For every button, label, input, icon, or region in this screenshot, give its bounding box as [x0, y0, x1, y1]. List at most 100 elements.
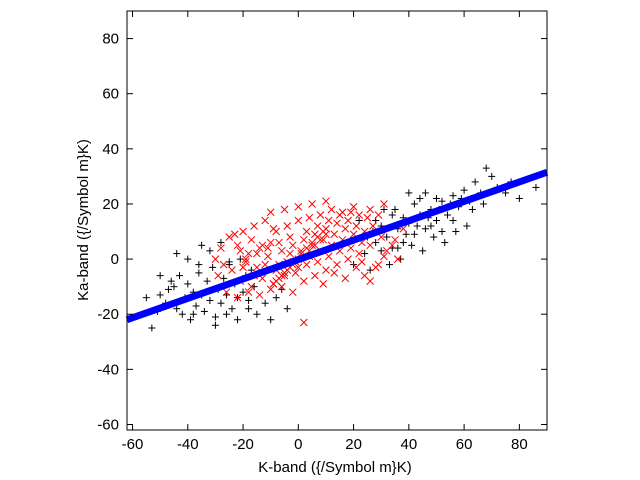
plus-point — [460, 186, 468, 194]
plus-point — [239, 288, 247, 296]
plus-point — [206, 296, 214, 304]
x-point — [308, 241, 316, 250]
plus-point — [410, 200, 418, 208]
x-point — [286, 249, 294, 258]
x-point — [308, 200, 316, 208]
x-point — [264, 252, 272, 261]
plus-point — [283, 305, 291, 313]
plus-point — [405, 189, 413, 197]
y-tick-label: -60 — [97, 416, 119, 433]
x-point — [277, 246, 286, 255]
x-point — [230, 230, 239, 239]
x-point — [349, 202, 358, 211]
plus-point — [178, 310, 186, 318]
x-point — [330, 269, 339, 277]
y-tick-label: 40 — [102, 141, 119, 158]
x-point — [366, 205, 375, 214]
plus-point — [184, 280, 192, 288]
x-point — [358, 257, 366, 266]
x-point — [305, 213, 314, 222]
y-tick-label: -20 — [97, 306, 119, 323]
x-point — [369, 222, 377, 230]
y-tick-label: 80 — [102, 31, 119, 48]
x-point — [250, 222, 258, 230]
plus-point — [386, 261, 393, 269]
plus-point — [416, 194, 424, 202]
plus-point — [203, 277, 211, 285]
plus-point — [173, 305, 181, 313]
x-point — [217, 244, 225, 252]
x-point — [333, 219, 341, 228]
x-point — [344, 216, 352, 225]
plus-point — [449, 217, 457, 224]
x-point — [288, 241, 297, 250]
x-point — [247, 235, 256, 244]
axis-ticks: -60 -40 -20 0 20 40 60 80 -60 -40 -20 0 20 40 60 80 — [97, 11, 547, 453]
fit-line — [125, 168, 549, 324]
x-point — [255, 291, 264, 299]
x-point — [269, 224, 278, 233]
plus-point — [156, 272, 164, 280]
plus-point — [432, 194, 440, 202]
y-axis-label: Ka-band ({/Symbol m}K) — [75, 139, 92, 301]
plus-point — [361, 250, 369, 258]
y-tick-label: 0 — [111, 251, 119, 268]
x-point — [239, 227, 247, 236]
x-point — [324, 252, 333, 261]
plus-point — [444, 211, 452, 219]
x-point — [286, 233, 294, 241]
x-point — [269, 280, 278, 288]
x-point — [313, 257, 322, 266]
x-point — [264, 244, 272, 252]
x-point — [311, 271, 319, 280]
plus-point — [430, 233, 438, 241]
plus-point — [388, 211, 396, 219]
x-point — [333, 260, 341, 269]
plus-point — [261, 299, 269, 307]
plus-point — [421, 189, 429, 197]
x-tick-label: 40 — [400, 436, 417, 453]
x-point — [335, 211, 344, 219]
x-point — [233, 293, 242, 302]
plus-point — [399, 239, 407, 247]
plus-point — [192, 302, 200, 310]
x-point — [366, 277, 375, 285]
plus-point — [173, 250, 181, 258]
plus-point — [502, 189, 510, 197]
x-point — [322, 197, 330, 206]
x-point — [374, 260, 383, 269]
plus-point — [408, 241, 416, 249]
x-point — [322, 266, 330, 274]
x-point — [355, 211, 363, 219]
plus-point — [142, 294, 150, 302]
x-point — [244, 288, 253, 297]
y-tick-label: 60 — [102, 86, 119, 103]
x-point — [324, 216, 333, 225]
plus-point — [148, 324, 156, 332]
plus-point — [245, 296, 253, 304]
x-point — [341, 274, 350, 283]
plus-point — [217, 299, 225, 307]
plus-point — [234, 316, 242, 324]
x-tick-label: 0 — [294, 436, 302, 453]
plus-point — [267, 316, 275, 324]
plus-point — [170, 283, 178, 291]
x-point — [330, 230, 339, 239]
x-point — [247, 282, 256, 291]
plus-point — [479, 200, 487, 208]
x-point — [327, 205, 336, 214]
x-point — [297, 246, 305, 255]
x-point — [233, 241, 242, 250]
plus-point — [432, 217, 440, 224]
plus-point — [187, 316, 195, 324]
x-point — [302, 227, 311, 236]
x-point — [225, 233, 234, 241]
x-point — [299, 318, 308, 327]
x-point — [302, 260, 311, 269]
x-tick-label: 60 — [456, 436, 473, 453]
plus-point — [156, 291, 164, 299]
x-point — [366, 241, 375, 250]
x-point — [346, 208, 355, 217]
x-point — [288, 288, 297, 297]
